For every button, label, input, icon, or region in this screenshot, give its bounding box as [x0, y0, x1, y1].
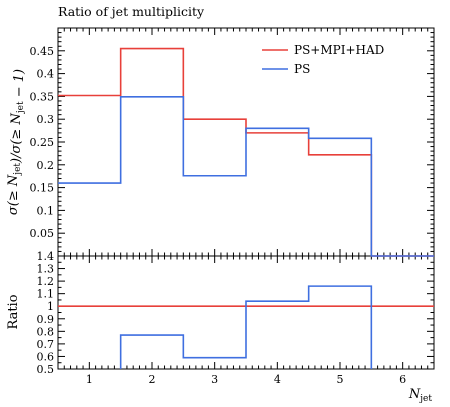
legend-label-0: PS+MPI+HAD [294, 43, 384, 57]
ratio-y-tick-label: 1.4 [37, 250, 55, 263]
x-ticks: 1 2 3 4 5 6 [63, 28, 435, 386]
main-series-group [58, 47, 434, 257]
ratio-y-tick-label: 0.6 [37, 350, 55, 363]
ratio-y-tick-label: 0.8 [37, 325, 55, 338]
main-y-tick-label: 0.45 [30, 45, 55, 58]
main-y-tick-label: 0.35 [30, 90, 55, 103]
ratio-y-axis-label: Ratio [6, 294, 21, 329]
x-axis-label: Njet [408, 387, 432, 404]
main-y-tick-label: 0.2 [37, 159, 55, 172]
ratio-y-tick-label: 1.1 [37, 288, 55, 301]
ratio-y-tick-label: 0.5 [37, 363, 55, 376]
main-y-tick-label: 0.15 [30, 182, 55, 195]
x-tick-label: 2 [149, 373, 156, 386]
x-tick-label: 5 [337, 373, 344, 386]
main-y-tick-label: 0.3 [37, 113, 55, 126]
main-y-tick-label: 0.1 [37, 204, 55, 217]
main-y-tick-label: 0.4 [37, 68, 55, 81]
x-tick-label: 3 [211, 373, 218, 386]
ratio-y-tick-label: 1.2 [37, 275, 55, 288]
x-tick-label: 4 [274, 373, 281, 386]
main-y-axis-label: σ(≥ Njet)/σ(≥ Njet − 1) [6, 69, 27, 215]
main-y-ticks: 0.05 0.1 0.15 0.2 0.25 0.3 0.35 0.4 0.45 [30, 32, 434, 252]
main-series-line-1 [58, 96, 434, 257]
ratio-series-line-1 [119, 285, 373, 369]
chart-title: Ratio of jet multiplicity [58, 4, 205, 19]
ratio-y-tick-label: 1 [47, 300, 54, 313]
legend: PS+MPI+HAD PS [262, 43, 384, 76]
ratio-y-tick-label: 1.3 [37, 263, 55, 276]
ratio-y-tick-label: 0.9 [37, 313, 55, 326]
ratio-y-tick-label: 0.7 [37, 338, 55, 351]
x-tick-label: 1 [86, 373, 93, 386]
legend-label-1: PS [294, 62, 310, 76]
ratio-series-group [58, 285, 434, 369]
main-y-tick-label: 0.05 [30, 227, 55, 240]
x-tick-label: 6 [399, 373, 406, 386]
main-y-tick-label: 0.25 [30, 136, 55, 149]
